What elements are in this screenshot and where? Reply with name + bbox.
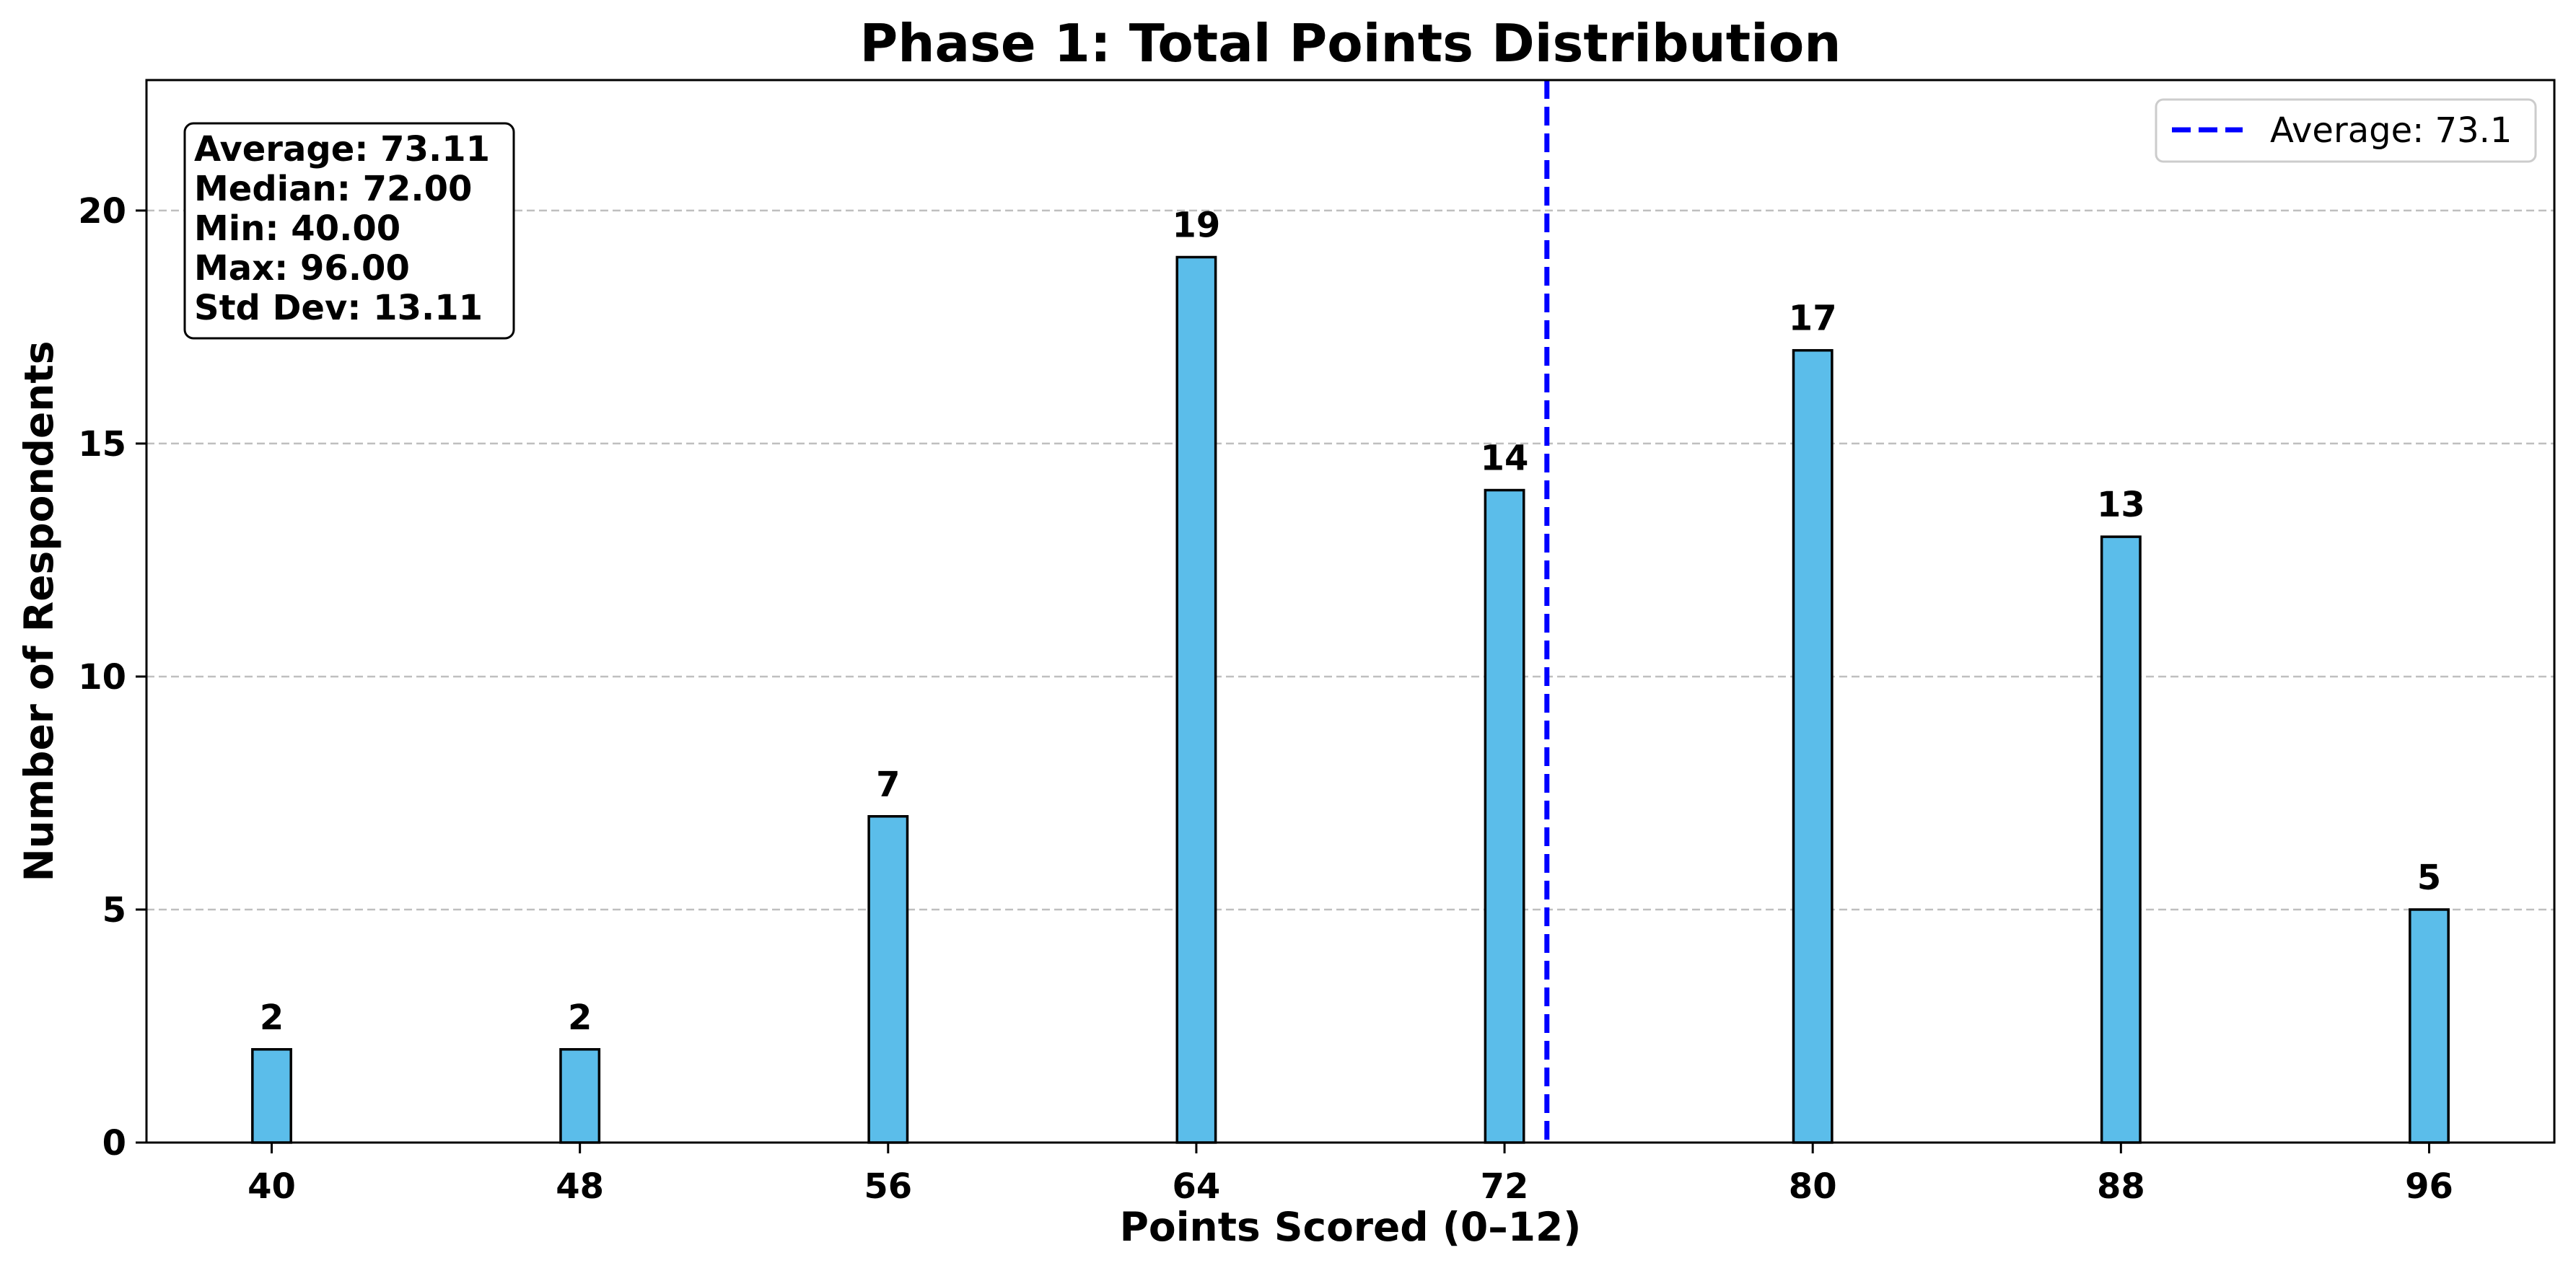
y-tick-label: 5 <box>102 890 126 930</box>
x-tick-label: 56 <box>864 1166 912 1207</box>
grid-layer <box>146 209 2554 911</box>
y-tick-label: 15 <box>78 424 126 465</box>
y-tick-label: 20 <box>78 191 126 232</box>
stats-max: Max: 96.00 <box>194 248 410 289</box>
bar <box>1175 255 1217 1144</box>
data-label: 2 <box>568 998 592 1038</box>
data-label: 14 <box>1481 439 1529 479</box>
x-tick-label: 72 <box>1481 1166 1529 1207</box>
legend-label-average: Average: 73.1 <box>2270 110 2512 151</box>
data-label: 17 <box>1789 299 1837 339</box>
bar <box>867 815 909 1144</box>
bar <box>559 1048 601 1144</box>
x-tick-label: 40 <box>247 1166 296 1207</box>
y-tick-label: 0 <box>102 1123 126 1163</box>
bar <box>1484 488 1525 1144</box>
x-tick-label: 64 <box>1173 1166 1221 1207</box>
stats-average: Average: 73.11 <box>194 129 490 170</box>
legend-frame <box>2155 98 2537 163</box>
chart-title: Phase 1: Total Points Distribution <box>859 13 1841 74</box>
bar <box>2409 908 2450 1144</box>
y-axis-label: Number of Respondents <box>16 341 62 882</box>
bar <box>1792 348 1834 1144</box>
y-tick-label: 10 <box>78 657 126 698</box>
x-tick-label: 96 <box>2405 1166 2453 1207</box>
data-label: 5 <box>2417 858 2441 898</box>
stats-std-dev: Std Dev: 13.11 <box>194 288 483 328</box>
data-label: 13 <box>2097 485 2145 525</box>
bar <box>2100 535 2142 1144</box>
x-tick-label: 80 <box>1789 1166 1837 1207</box>
data-labels-layer: 2 2 7 19 14 17 13 5 <box>260 206 2441 1038</box>
data-label: 7 <box>876 765 900 805</box>
bar <box>251 1048 292 1144</box>
data-label: 19 <box>1173 206 1221 246</box>
stats-min: Min: 40.00 <box>194 208 400 249</box>
data-label: 2 <box>260 998 284 1038</box>
stats-box-frame <box>183 122 515 340</box>
stats-box: Average: 73.11 Median: 72.00 Min: 40.00 … <box>183 122 515 340</box>
legend: Average: 73.1 <box>2155 98 2537 163</box>
x-tick-label: 88 <box>2097 1166 2145 1207</box>
plot-frame <box>145 79 2556 1144</box>
stats-median: Median: 72.00 <box>194 169 472 209</box>
x-tick-label: 48 <box>556 1166 604 1207</box>
x-axis-label: Points Scored (0–12) <box>1120 1204 1582 1250</box>
